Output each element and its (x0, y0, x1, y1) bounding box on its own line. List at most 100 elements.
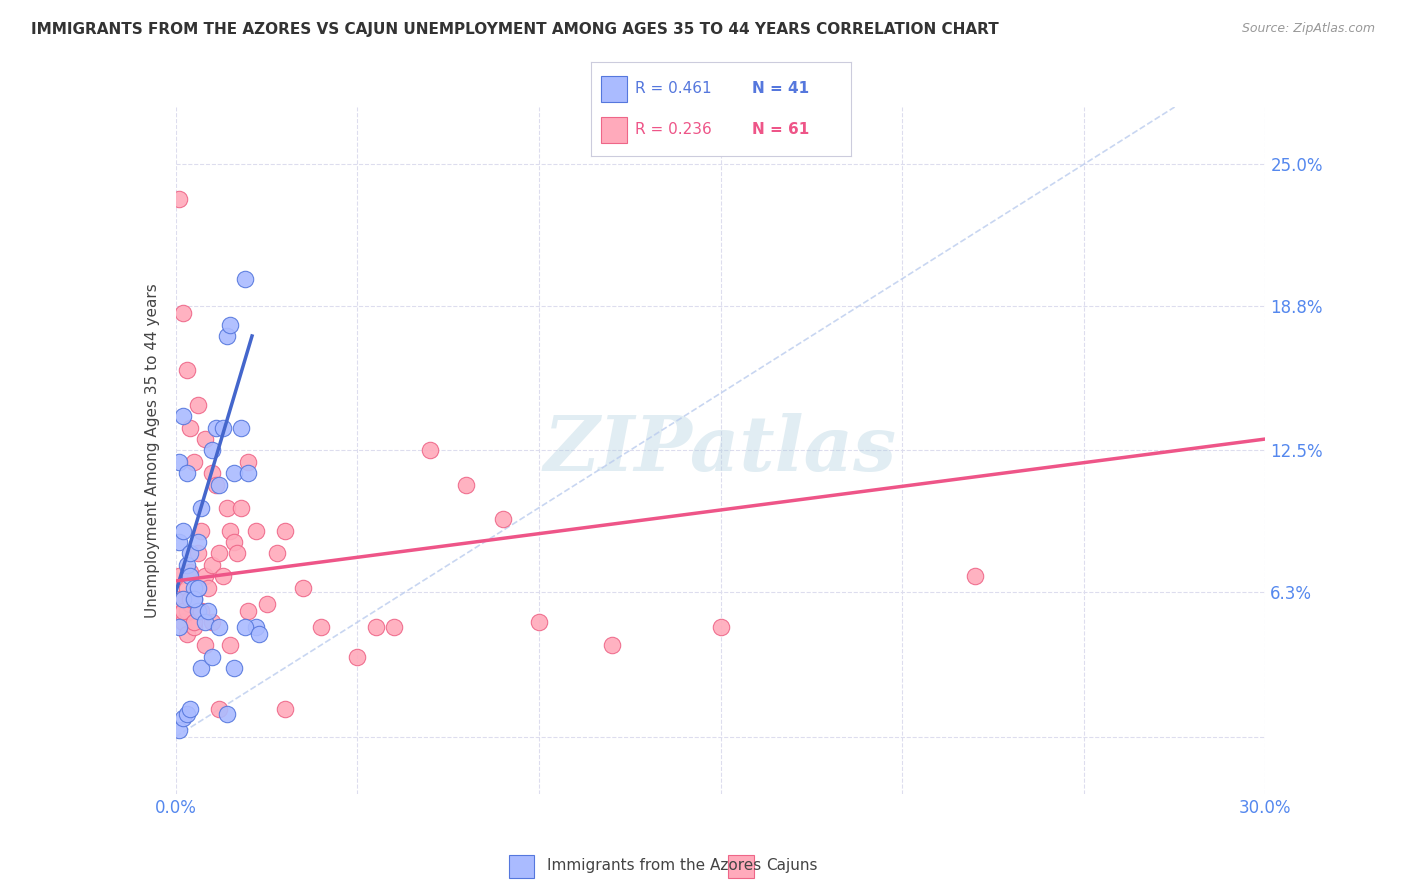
Point (233, 620, 256, 634)
Point (176, 581, 198, 595)
Point (208, 702, 231, 716)
Point (201, 615, 224, 630)
Point (169, 569, 191, 583)
Point (169, 535, 191, 549)
Point (215, 706, 238, 721)
Point (212, 569, 235, 583)
Point (169, 620, 191, 634)
Text: ZIPatlas: ZIPatlas (544, 414, 897, 487)
Point (183, 615, 205, 630)
Point (172, 604, 194, 618)
Point (186, 546, 209, 561)
Point (176, 558, 198, 572)
Point (309, 620, 332, 634)
Point (186, 398, 209, 412)
Point (183, 581, 205, 595)
Point (179, 420, 201, 434)
Point (186, 581, 209, 595)
Point (201, 558, 224, 572)
Point (222, 467, 245, 481)
Point (204, 478, 226, 492)
Point (179, 565, 201, 579)
Point (456, 478, 478, 492)
Point (194, 569, 217, 583)
Point (238, 604, 260, 618)
Point (186, 604, 209, 618)
Point (492, 512, 515, 526)
Y-axis label: Unemployment Among Ages 35 to 44 years: Unemployment Among Ages 35 to 44 years (145, 283, 160, 618)
Point (194, 615, 217, 630)
Point (208, 620, 231, 634)
FancyBboxPatch shape (728, 855, 754, 878)
Point (212, 420, 235, 434)
Point (222, 661, 245, 675)
Point (169, 723, 191, 737)
Point (176, 706, 198, 721)
Point (169, 604, 191, 618)
Point (183, 592, 205, 607)
Point (208, 546, 231, 561)
Point (172, 711, 194, 725)
Point (197, 581, 219, 595)
Point (179, 569, 201, 583)
Text: N = 41: N = 41 (752, 81, 808, 96)
Point (194, 638, 217, 652)
Point (291, 581, 314, 595)
Point (266, 546, 288, 561)
Text: Immigrants from the Azores: Immigrants from the Azores (547, 858, 761, 872)
Point (201, 649, 224, 664)
Point (179, 546, 201, 561)
Point (183, 592, 205, 607)
Point (215, 329, 238, 343)
Text: IMMIGRANTS FROM THE AZORES VS CAJUN UNEMPLOYMENT AMONG AGES 35 TO 44 YEARS CORRE: IMMIGRANTS FROM THE AZORES VS CAJUN UNEM… (31, 22, 998, 37)
Point (219, 524, 242, 538)
Point (179, 597, 201, 611)
Point (190, 604, 212, 618)
Point (197, 604, 219, 618)
Point (364, 620, 387, 634)
Point (190, 661, 212, 675)
Point (186, 535, 209, 549)
Point (527, 615, 550, 630)
Point (238, 455, 260, 469)
Point (176, 604, 198, 618)
Point (245, 620, 267, 634)
FancyBboxPatch shape (509, 855, 534, 878)
Point (176, 363, 198, 377)
Point (172, 592, 194, 607)
Point (274, 702, 297, 716)
Text: R = 0.236: R = 0.236 (634, 122, 711, 137)
Point (169, 192, 191, 206)
Point (186, 581, 209, 595)
Point (172, 592, 194, 607)
Text: Source: ZipAtlas.com: Source: ZipAtlas.com (1241, 22, 1375, 36)
Point (179, 702, 201, 716)
FancyBboxPatch shape (600, 76, 627, 102)
Point (201, 467, 224, 481)
Text: R = 0.461: R = 0.461 (634, 81, 711, 96)
Point (183, 455, 205, 469)
Point (176, 626, 198, 640)
Point (176, 467, 198, 481)
Point (201, 443, 224, 458)
Point (710, 620, 733, 634)
Point (190, 524, 212, 538)
Point (346, 649, 368, 664)
Point (190, 500, 212, 515)
FancyBboxPatch shape (600, 117, 627, 143)
Point (238, 467, 260, 481)
Point (219, 318, 242, 332)
Point (226, 546, 249, 561)
Point (382, 620, 405, 634)
Text: Cajuns: Cajuns (766, 858, 818, 872)
Point (600, 638, 623, 652)
Point (208, 478, 231, 492)
Point (419, 443, 441, 458)
Point (172, 524, 194, 538)
Point (179, 592, 201, 607)
Point (172, 615, 194, 630)
Point (274, 524, 297, 538)
Point (256, 597, 278, 611)
Point (169, 455, 191, 469)
Point (172, 306, 194, 320)
